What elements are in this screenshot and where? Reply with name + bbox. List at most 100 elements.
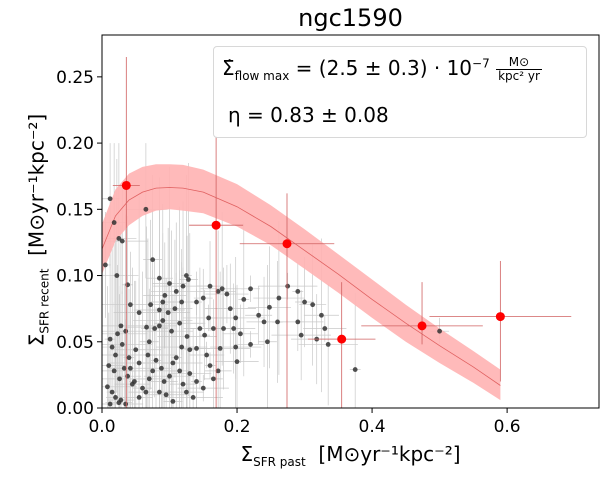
scatter-point [172, 306, 178, 312]
legend-box [213, 46, 587, 138]
scatter-point [111, 220, 117, 225]
scatter-point [145, 352, 151, 358]
fit-line [101, 187, 501, 386]
x-tick-label: 0.4 [359, 417, 386, 437]
axes: 0.0 0.2 0.4 0.6 0.00 0.05 0.10 0.15 0.20 0.25 [56, 34, 600, 437]
scatter-point [119, 238, 125, 244]
x-label-symbol: Σ [240, 442, 254, 466]
scatter-point [200, 295, 206, 301]
scatter-point [156, 275, 162, 281]
x-tick-label: 0.0 [88, 417, 115, 437]
scatter-point [265, 339, 270, 345]
legend-flow-value: = (2.5 ± 0.3) · 10 [289, 56, 473, 80]
scatter-point [173, 355, 179, 361]
scatter-point [143, 389, 149, 395]
y-label-units: [M⊙yr⁻¹kpc⁻²] [24, 113, 49, 256]
scatter-point [202, 332, 208, 338]
scatter-point [215, 368, 221, 374]
scatter-point [114, 273, 120, 278]
scatter-point [204, 352, 210, 358]
scatter-point [136, 360, 142, 366]
scatter-point [156, 323, 162, 329]
y-tick-label: 0.25 [56, 68, 94, 88]
scatter-point [117, 376, 122, 382]
y-tick-label: 0.10 [56, 267, 94, 287]
scatter-point [215, 289, 221, 294]
scatter-point [152, 326, 158, 331]
scatter-point [241, 296, 247, 302]
scatter-point [267, 304, 272, 310]
legend-flow-exp: −7 [472, 56, 490, 71]
scatter-point [113, 395, 118, 400]
scatter-point [352, 367, 358, 372]
scatter-point [233, 315, 239, 321]
scatter-point [150, 368, 156, 374]
scatter-point [106, 363, 112, 369]
scatter-point [170, 398, 176, 404]
scatter-point [123, 328, 129, 334]
scatter-point [183, 273, 189, 278]
scatter-point [197, 326, 203, 331]
scatter-point [219, 286, 225, 292]
scatter-point [118, 323, 124, 329]
scatter-point [163, 392, 169, 398]
scatter-point [159, 365, 164, 371]
scatter-point [295, 319, 301, 325]
y-tick-label: 0.00 [56, 399, 94, 419]
scatter-point [173, 289, 179, 294]
scatter-point [136, 310, 142, 316]
scatter-point [261, 319, 267, 325]
scatter-point [221, 326, 226, 331]
scatter-point [107, 196, 113, 202]
scatter-point [207, 283, 213, 289]
scatter-point [136, 395, 142, 400]
legend-flow-max: Σ̇flow max = (2.5 ± 0.3) · 10−7 M⊙ kpc² y… [222, 56, 542, 83]
scatter-point [302, 299, 307, 305]
scatter-point [190, 395, 196, 400]
scatter-point [177, 368, 183, 374]
scatter-point [144, 324, 149, 330]
scatter-point [183, 389, 189, 395]
scatter-point [148, 302, 154, 308]
scatter-point [162, 293, 168, 298]
scatter-point [319, 312, 324, 318]
scatter-point [179, 299, 185, 305]
legend-flow-unit: M⊙ kpc² yr [496, 56, 542, 83]
y-tick-label: 0.05 [56, 333, 94, 353]
scatter-point [115, 331, 120, 337]
scatter-point [234, 359, 240, 365]
scatter-point [121, 365, 127, 371]
scatter-point [146, 339, 152, 345]
scatter-point [153, 357, 159, 363]
scatter-point [132, 379, 137, 384]
scatter-point [156, 307, 162, 313]
binned-point [121, 180, 131, 190]
y-axis-label: ΣSFR recent [M⊙yr⁻¹kpc⁻²] [25, 114, 52, 346]
scatter-point [207, 363, 213, 369]
legend-flow-sub: flow max [234, 69, 290, 83]
scatter-point [238, 331, 243, 337]
scatter-point [295, 289, 301, 294]
scatter-point [211, 326, 216, 331]
scatter-point [194, 299, 199, 305]
x-tick-label: 0.2 [224, 417, 251, 437]
axes-frame [101, 34, 600, 409]
scatter-point [298, 332, 304, 338]
binned-point [211, 220, 221, 230]
chart-title: ngc1590 [298, 4, 403, 32]
fit-band [102, 164, 501, 401]
y-label-sub: SFR recent [37, 268, 52, 334]
scatter-point [276, 295, 282, 301]
y-tick-label: 0.15 [56, 200, 94, 220]
scatter-point [325, 342, 331, 347]
scatter-point [248, 342, 253, 347]
binned-point [337, 334, 347, 344]
scatter-point [248, 286, 253, 292]
scatter-point [109, 344, 115, 350]
scatter-point [310, 302, 316, 308]
legend-flow-symbol: Σ̇ [222, 56, 235, 80]
scatter-point [160, 318, 166, 323]
scatter-point [180, 381, 186, 387]
scatter-point [111, 368, 117, 374]
scatter-point [217, 345, 223, 351]
